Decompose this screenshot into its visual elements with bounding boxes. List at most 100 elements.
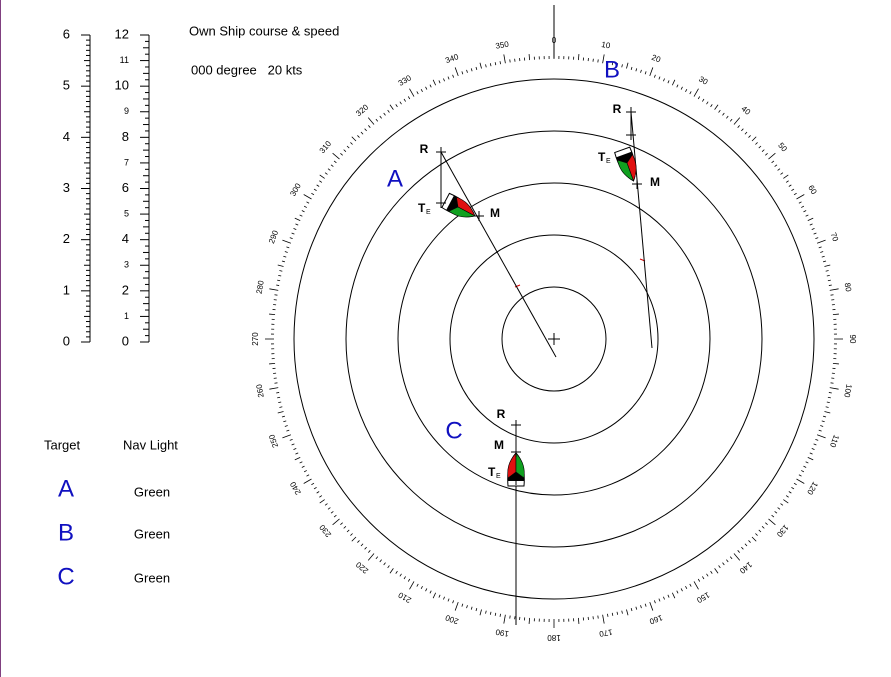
bearing-tick — [602, 54, 605, 64]
target-letter: A — [387, 165, 403, 192]
bearing-tick — [805, 214, 809, 217]
bearing-label: 250 — [267, 433, 280, 449]
scale-label: 0 — [63, 333, 70, 348]
bearing-tick — [676, 84, 679, 88]
bearing-tick — [403, 576, 406, 580]
bearing-tick — [269, 387, 279, 390]
bearing-tick — [816, 434, 826, 439]
bearing-tick — [503, 54, 506, 64]
bearing-tick — [387, 565, 390, 569]
bearing-tick — [357, 540, 360, 543]
target-ship — [614, 146, 637, 182]
bearing-tick — [443, 78, 445, 82]
bearing-tick — [821, 420, 825, 423]
bearing-tick — [826, 401, 830, 404]
bearing-tick — [777, 168, 781, 171]
scale-label: 9 — [124, 106, 129, 116]
bearing-tick — [783, 174, 789, 179]
bearing-tick — [367, 117, 375, 125]
bearing-tick — [733, 117, 741, 125]
bearing-tick — [313, 188, 317, 191]
bearing-label: 90 — [848, 335, 857, 344]
scale-label: 3 — [124, 260, 129, 270]
bearing-tick — [407, 96, 411, 100]
bearing-tick — [306, 474, 310, 477]
bearing-tick — [383, 562, 386, 566]
bearing-tick — [316, 184, 320, 187]
bearing-tick — [311, 192, 315, 196]
bearing-tick — [461, 603, 464, 607]
bearing-tick — [689, 583, 692, 587]
bearing-tick — [826, 274, 830, 277]
range-ring — [293, 78, 815, 600]
bearing-tick — [825, 406, 829, 408]
bearing-tick — [771, 160, 775, 164]
bearing-label: 70 — [829, 231, 841, 243]
bearing-tick — [466, 69, 468, 73]
bearing-tick — [805, 461, 809, 464]
bearing-tick — [714, 104, 719, 110]
bearing-tick — [284, 251, 288, 253]
bearing-tick — [658, 76, 661, 80]
bearing-tick — [798, 201, 802, 204]
bearing-tick — [475, 608, 478, 612]
ship-mast-sector — [616, 151, 633, 163]
bearing-tick — [768, 152, 776, 160]
bearing-tick — [357, 135, 360, 138]
bearing-tick — [425, 86, 428, 90]
bearing-tick — [765, 522, 768, 525]
bearing-tick — [375, 556, 379, 560]
bearing-tick — [429, 84, 432, 88]
scale-label: 8 — [122, 129, 129, 144]
bearing-tick — [578, 54, 580, 61]
bearing-tick — [611, 612, 614, 616]
bearing-tick — [748, 135, 751, 138]
bearing-tick — [332, 152, 340, 160]
ship-port-sector — [456, 196, 476, 217]
bearing-tick — [737, 125, 740, 128]
bearing-tick — [375, 118, 379, 122]
scale-label: 12 — [115, 26, 129, 41]
bearing-tick — [425, 588, 428, 592]
bearing-label: 10 — [601, 40, 612, 51]
bearing-tick — [827, 279, 831, 282]
bearing-tick — [351, 536, 357, 542]
bearing-tick — [528, 617, 530, 624]
bearing-tick — [454, 601, 459, 611]
bearing-tick — [383, 112, 386, 116]
bearing-tick — [626, 62, 629, 69]
bearing-tick — [479, 609, 482, 616]
bearing-tick — [432, 79, 437, 86]
bearing-tick — [706, 101, 709, 105]
bearing-tick — [269, 313, 276, 315]
t-subscript: E — [426, 209, 431, 216]
bearing-tick — [710, 570, 713, 574]
bearing-tick — [744, 543, 748, 547]
scale-label: 5 — [124, 208, 129, 218]
bearing-tick — [368, 550, 371, 553]
bearing-tick — [269, 288, 279, 291]
bearing-label: 80 — [843, 282, 854, 293]
bearing-tick — [816, 239, 826, 244]
bearing-tick — [499, 61, 501, 65]
bearing-tick — [368, 125, 371, 128]
bearing-tick — [403, 98, 406, 102]
t-subscript: E — [496, 473, 501, 480]
bearing-tick — [470, 68, 473, 72]
bearing-tick — [796, 194, 805, 200]
bearing-tick — [452, 600, 455, 604]
bearing-tick — [827, 396, 831, 399]
ship-mast-sector — [446, 195, 458, 212]
bearing-label: 340 — [444, 52, 460, 65]
bearing-tick — [829, 387, 839, 390]
bearing-tick — [432, 592, 437, 599]
bearing-tick — [489, 63, 492, 67]
bearing-tick — [663, 78, 665, 82]
bearing-tick — [284, 425, 288, 427]
bearing-tick — [823, 415, 827, 418]
bearing-tick — [774, 511, 778, 514]
bearing-tick — [452, 74, 455, 78]
bearing-tick — [313, 487, 317, 490]
range-ring — [397, 182, 711, 496]
